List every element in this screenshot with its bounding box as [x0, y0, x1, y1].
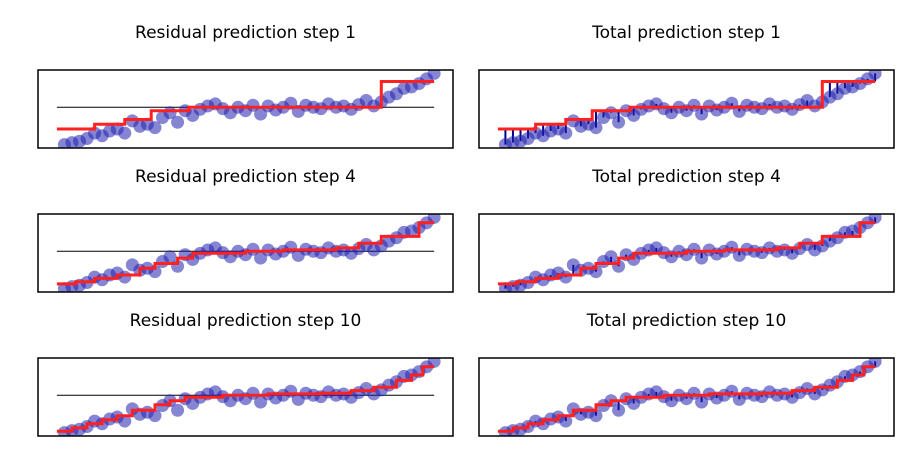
chart-title: Total prediction step 4 [591, 167, 781, 187]
data-point [163, 250, 177, 264]
data-point [589, 121, 603, 135]
axes-frame [37, 69, 454, 149]
data-point [148, 409, 162, 423]
data-point [589, 409, 603, 423]
data-point [118, 270, 132, 284]
data-point [559, 126, 573, 140]
data-point [118, 126, 132, 140]
data-point [612, 403, 626, 417]
plot-area [56, 70, 441, 148]
data-point [559, 414, 573, 428]
prediction-line [497, 365, 876, 433]
axes-frame [37, 213, 454, 293]
data-point [612, 115, 626, 129]
data-point [171, 115, 185, 129]
chart-title: Total prediction step 10 [586, 311, 787, 331]
data-point [559, 270, 573, 284]
data-point [604, 250, 618, 264]
data-point [868, 70, 882, 80]
data-point [695, 395, 709, 409]
data-point [148, 121, 162, 135]
plot-area [497, 70, 882, 148]
data-point [254, 395, 268, 409]
prediction-line [56, 80, 435, 131]
prediction-line [497, 80, 876, 131]
data-point [695, 107, 709, 121]
prediction-line [56, 365, 435, 433]
axes-frame [478, 213, 895, 293]
data-point [254, 251, 268, 265]
plot-area [56, 358, 441, 436]
data-point [427, 70, 441, 80]
chart-title: Residual prediction step 10 [130, 311, 362, 331]
plot-area [497, 214, 882, 292]
chart-panel-5: Residual prediction step 10 [37, 311, 454, 437]
axes-frame [37, 357, 454, 437]
chart-panel-3: Residual prediction step 4 [37, 167, 454, 293]
data-point [171, 403, 185, 417]
chart-title: Residual prediction step 4 [135, 167, 356, 187]
chart-panel-1: Residual prediction step 1 [37, 23, 454, 149]
axes-frame [478, 69, 895, 149]
chart-title: Residual prediction step 1 [135, 23, 356, 43]
axes-frame [478, 357, 895, 437]
chart-panel-2: Total prediction step 1 [478, 23, 895, 149]
data-point [695, 251, 709, 265]
data-point [254, 107, 268, 121]
plot-area [497, 358, 882, 436]
data-point [118, 414, 132, 428]
prediction-line [56, 221, 435, 286]
plot-area [56, 214, 441, 292]
prediction-line [497, 221, 876, 286]
chart-panel-6: Total prediction step 10 [478, 311, 895, 437]
chart-title: Total prediction step 1 [591, 23, 781, 43]
chart-panel-4: Total prediction step 4 [478, 167, 895, 293]
